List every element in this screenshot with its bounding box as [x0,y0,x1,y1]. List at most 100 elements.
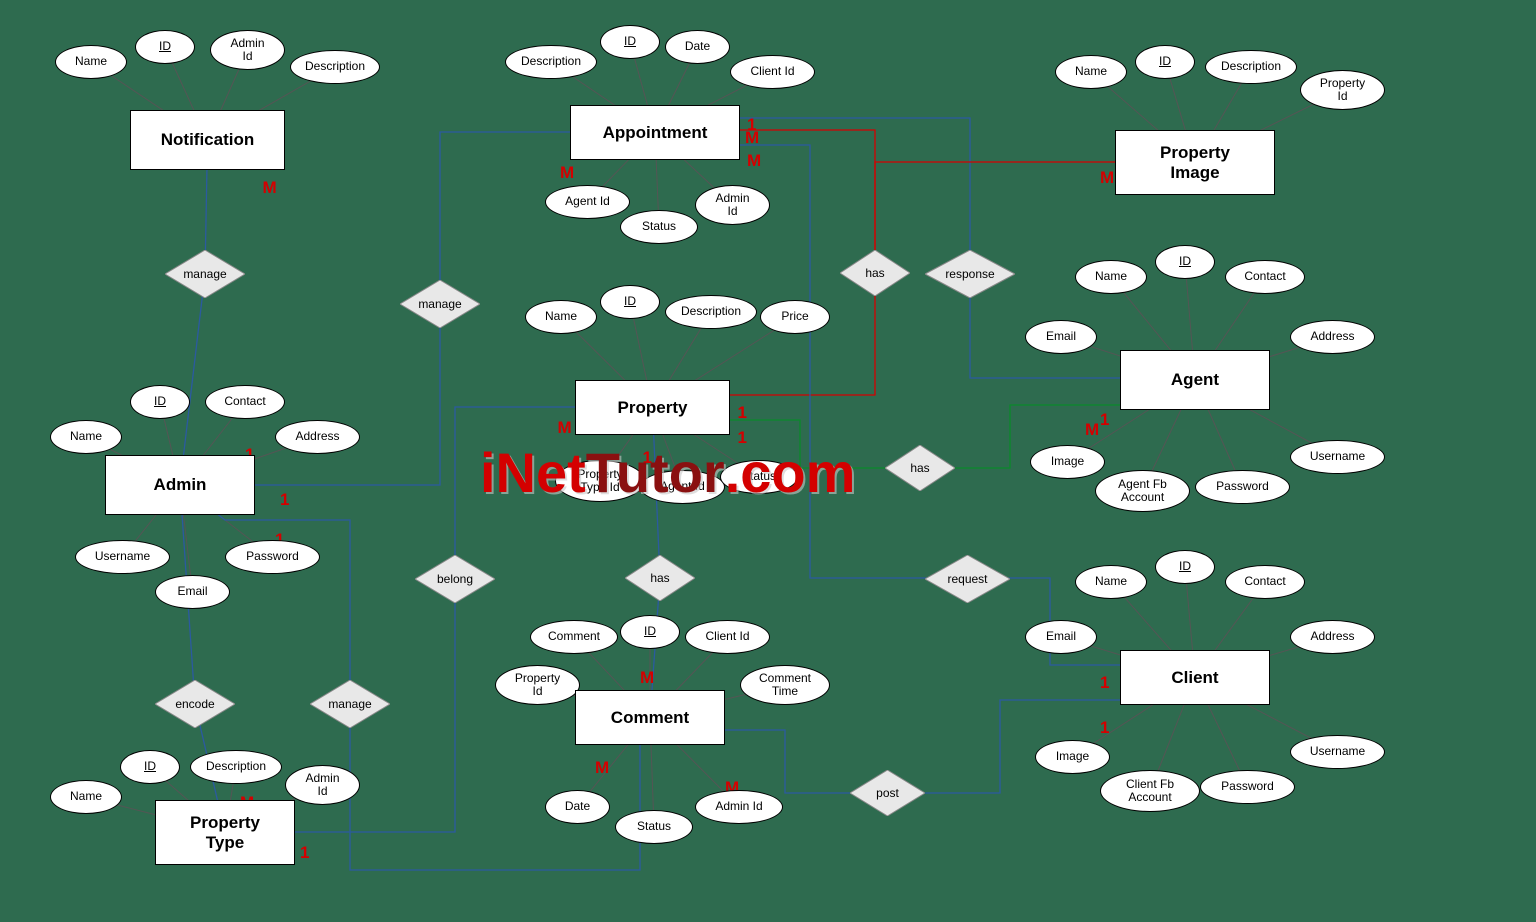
attribute-ptype_id: ID [120,750,180,784]
attribute-agent_fb: Agent FbAccount [1095,470,1190,512]
cardinality: M [1085,420,1099,440]
attribute-agent_user: Username [1290,440,1385,474]
relationship-label: belong [437,572,473,586]
attribute-pimg_name: Name [1055,55,1127,89]
attribute-appt_id: ID [600,25,660,59]
attribute-appt_client: Client Id [730,55,815,89]
attribute-admin_email: Email [155,575,230,609]
entity-propertyImage: PropertyImage [1115,130,1275,195]
attribute-pimg_desc: Description [1205,50,1297,84]
attribute-agent_name: Name [1075,260,1147,294]
relationship-request: request [925,555,1010,603]
attribute-admin_contact: Contact [205,385,285,419]
attribute-prop_price: Price [760,300,830,334]
attribute-com_date: Date [545,790,610,824]
cardinality: M [640,668,654,688]
attribute-client_name: Name [1075,565,1147,599]
attribute-agent_image: Image [1030,445,1105,479]
relationship-label: request [947,572,987,586]
attribute-client_id: ID [1155,550,1215,584]
relationship-manage2: manage [400,280,480,328]
relationship-encode: encode [155,680,235,728]
attribute-appt_desc: Description [505,45,597,79]
relationship-belong: belong [415,555,495,603]
cardinality: 1 [738,428,747,448]
attribute-notif_name: Name [55,45,127,79]
attribute-notif_desc: Description [290,50,380,84]
attribute-com_propid: PropertyId [495,665,580,705]
attribute-notif_admin: AdminId [210,30,285,70]
cardinality: M [595,758,609,778]
relationship-label: has [865,266,884,280]
attribute-com_time: CommentTime [740,665,830,705]
cardinality: 1 [738,403,747,423]
cardinality: M [747,151,761,171]
attribute-com_comment: Comment [530,620,618,654]
attribute-appt_admin: AdminId [695,185,770,225]
relationship-label: encode [175,697,214,711]
cardinality: 1 [280,490,289,510]
attribute-ptype_admin: AdminId [285,765,360,805]
attribute-client_fb: Client FbAccount [1100,770,1200,812]
attribute-prop_desc: Description [665,295,757,329]
cardinality: 1 [1100,673,1109,693]
attribute-client_contact: Contact [1225,565,1305,599]
cardinality: M [1100,168,1114,188]
attribute-prop_status: Status [720,460,798,494]
attribute-appt_status: Status [620,210,698,244]
attribute-agent_id: ID [1155,245,1215,279]
relationship-has_prop_com: has [625,555,695,601]
attribute-admin_address: Address [275,420,360,454]
cardinality: 1 [300,843,309,863]
relationship-post: post [850,770,925,816]
cardinality: M [560,163,574,183]
entity-propertyType: PropertyType [155,800,295,865]
cardinality: M [558,418,572,438]
attribute-agent_contact: Contact [1225,260,1305,294]
entity-admin: Admin [105,455,255,515]
attribute-notif_id: ID [135,30,195,64]
attribute-ptype_desc: Description [190,750,282,784]
relationship-label: has [650,571,669,585]
attribute-prop_id: ID [600,285,660,319]
relationship-label: post [876,786,899,800]
relationship-label: manage [328,697,371,711]
cardinality: 1 [1100,410,1109,430]
relationship-label: manage [418,297,461,311]
attribute-pimg_id: ID [1135,45,1195,79]
relationship-label: manage [183,267,226,281]
er-diagram: M11M1M1M1M1M1M1M11MM1M1managemanagemanag… [0,0,1536,922]
attribute-client_address: Address [1290,620,1375,654]
attribute-pimg_propid: PropertyId [1300,70,1385,110]
attribute-admin_user: Username [75,540,170,574]
attribute-admin_pass: Password [225,540,320,574]
relationship-manage1: manage [165,250,245,298]
attribute-agent_address: Address [1290,320,1375,354]
cardinality: M [263,178,277,198]
attribute-appt_agent: Agent Id [545,185,630,219]
attribute-agent_email: Email [1025,320,1097,354]
entity-property: Property [575,380,730,435]
attribute-client_email: Email [1025,620,1097,654]
attribute-prop_agent: Agent Id [640,470,725,504]
attribute-client_user: Username [1290,735,1385,769]
attribute-com_client: Client Id [685,620,770,654]
attribute-com_id: ID [620,615,680,649]
relationship-has_appt: has [840,250,910,296]
attribute-prop_name: Name [525,300,597,334]
attribute-appt_date: Date [665,30,730,64]
attribute-com_admin: Admin Id [695,790,783,824]
relationship-label: has [910,461,929,475]
cardinality: 1 [643,448,652,468]
entity-agent: Agent [1120,350,1270,410]
attribute-com_status: Status [615,810,693,844]
attribute-admin_name: Name [50,420,122,454]
entity-appointment: Appointment [570,105,740,160]
attribute-admin_id: ID [130,385,190,419]
relationship-manage3: manage [310,680,390,728]
entity-client: Client [1120,650,1270,705]
attribute-client_pass: Password [1200,770,1295,804]
relationship-label: response [945,267,994,281]
cardinality: 1 [1100,718,1109,738]
attribute-prop_typeid: PropertyType Id [555,460,645,502]
